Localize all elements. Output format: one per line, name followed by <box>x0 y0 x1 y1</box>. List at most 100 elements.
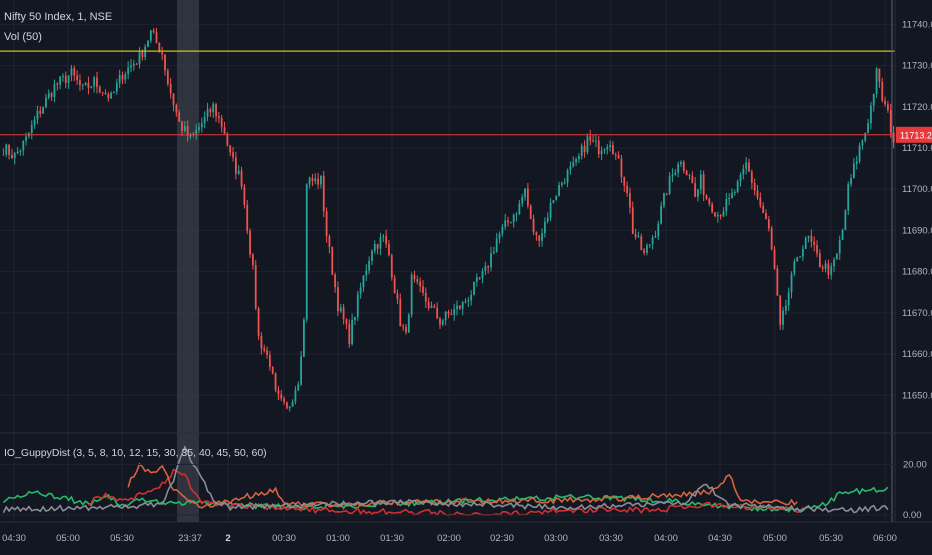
candle[interactable] <box>475 273 478 287</box>
candle[interactable] <box>331 246 334 276</box>
candle[interactable] <box>84 81 87 86</box>
candle[interactable] <box>223 121 226 135</box>
symbol-legend[interactable]: Nifty 50 Index, 1, NSE <box>4 11 112 23</box>
candle[interactable] <box>711 201 714 214</box>
candle[interactable] <box>838 235 841 260</box>
candle[interactable] <box>535 231 538 241</box>
candle[interactable] <box>286 401 288 410</box>
candle[interactable] <box>765 209 767 220</box>
candle[interactable] <box>816 240 818 258</box>
candle[interactable] <box>8 144 10 160</box>
candle[interactable] <box>498 231 501 244</box>
candle[interactable] <box>161 46 164 61</box>
candle[interactable] <box>90 85 93 89</box>
candle[interactable] <box>234 151 237 180</box>
candle[interactable] <box>416 275 419 285</box>
candle[interactable] <box>388 239 390 257</box>
candle[interactable] <box>773 245 776 270</box>
candle[interactable] <box>209 107 212 117</box>
candle[interactable] <box>518 199 521 216</box>
candle[interactable] <box>172 93 175 112</box>
candle[interactable] <box>317 172 319 189</box>
candle[interactable] <box>73 65 76 82</box>
candle[interactable] <box>382 233 385 243</box>
candle[interactable] <box>458 305 461 311</box>
candle[interactable] <box>291 399 294 408</box>
candle[interactable] <box>606 144 609 155</box>
candle[interactable] <box>121 71 124 85</box>
candle[interactable] <box>271 366 274 375</box>
candle[interactable] <box>858 142 861 164</box>
candle[interactable] <box>42 106 45 114</box>
candle[interactable] <box>16 147 19 155</box>
candle[interactable] <box>70 64 73 82</box>
candle[interactable] <box>844 209 847 231</box>
candle[interactable] <box>135 62 138 65</box>
candle[interactable] <box>671 168 674 183</box>
candle[interactable] <box>249 228 251 258</box>
candle[interactable] <box>529 204 532 220</box>
candle[interactable] <box>311 173 314 187</box>
candle[interactable] <box>433 303 436 308</box>
candle[interactable] <box>782 306 784 331</box>
candle[interactable] <box>852 158 855 179</box>
candle[interactable] <box>237 165 240 176</box>
candle[interactable] <box>67 75 70 89</box>
candle[interactable] <box>603 148 606 154</box>
candle[interactable] <box>512 213 515 228</box>
candle[interactable] <box>203 111 206 129</box>
candle[interactable] <box>175 103 178 117</box>
candle[interactable] <box>799 255 801 258</box>
candle[interactable] <box>524 188 526 201</box>
candle[interactable] <box>2 148 5 156</box>
candle[interactable] <box>663 192 665 209</box>
candle[interactable] <box>390 253 393 281</box>
candle[interactable] <box>351 313 354 346</box>
candle[interactable] <box>13 151 16 165</box>
candle[interactable] <box>359 282 362 299</box>
candle[interactable] <box>266 346 268 359</box>
candle[interactable] <box>586 133 589 155</box>
candle[interactable] <box>841 228 844 241</box>
candle[interactable] <box>447 309 450 319</box>
candle[interactable] <box>50 91 53 101</box>
candle[interactable] <box>745 156 748 175</box>
candle[interactable] <box>818 249 821 268</box>
candle[interactable] <box>793 258 796 277</box>
candle[interactable] <box>98 85 101 94</box>
candle[interactable] <box>11 148 13 160</box>
candle[interactable] <box>631 201 634 235</box>
candle[interactable] <box>484 261 487 276</box>
candle[interactable] <box>393 274 396 294</box>
candle[interactable] <box>461 301 464 316</box>
candle[interactable] <box>93 75 96 93</box>
candle[interactable] <box>651 234 654 250</box>
candle[interactable] <box>495 232 498 253</box>
candle[interactable] <box>796 256 799 262</box>
candle[interactable] <box>492 246 495 255</box>
candle[interactable] <box>229 145 232 157</box>
candle[interactable] <box>623 176 626 193</box>
candle[interactable] <box>787 287 790 311</box>
candle[interactable] <box>875 66 878 98</box>
candle[interactable] <box>487 265 490 274</box>
candle[interactable] <box>878 68 881 88</box>
candle[interactable] <box>473 281 475 296</box>
volume-legend[interactable]: Vol (50) <box>4 31 42 43</box>
candle[interactable] <box>124 71 127 84</box>
candle[interactable] <box>464 298 467 304</box>
candle[interactable] <box>824 260 827 273</box>
candle[interactable] <box>164 54 166 76</box>
candle[interactable] <box>748 158 750 172</box>
candle[interactable] <box>478 276 481 281</box>
candle[interactable] <box>269 350 271 371</box>
candle[interactable] <box>96 71 98 94</box>
candle[interactable] <box>320 175 322 189</box>
candle[interactable] <box>490 246 492 272</box>
candle[interactable] <box>56 82 59 91</box>
candle[interactable] <box>305 183 308 323</box>
candle[interactable] <box>804 236 807 250</box>
candle[interactable] <box>362 275 365 292</box>
candle[interactable] <box>337 281 339 316</box>
candle[interactable] <box>215 102 217 122</box>
